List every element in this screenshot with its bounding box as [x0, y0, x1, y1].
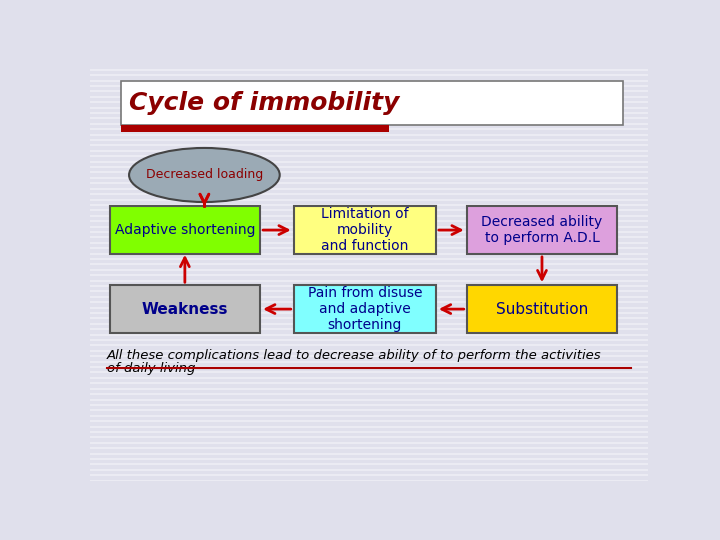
FancyBboxPatch shape: [109, 206, 260, 254]
Ellipse shape: [129, 148, 279, 202]
Text: Decreased ability
to perform A.D.L: Decreased ability to perform A.D.L: [482, 215, 603, 245]
Text: Limitation of
mobility
and function: Limitation of mobility and function: [321, 207, 409, 253]
FancyBboxPatch shape: [294, 285, 436, 333]
FancyBboxPatch shape: [467, 285, 617, 333]
Text: Adaptive shortening: Adaptive shortening: [114, 223, 255, 237]
FancyBboxPatch shape: [121, 82, 623, 125]
Text: Substitution: Substitution: [496, 301, 588, 316]
FancyBboxPatch shape: [467, 206, 617, 254]
FancyBboxPatch shape: [109, 285, 260, 333]
Text: Pain from disuse
and adaptive
shortening: Pain from disuse and adaptive shortening: [307, 286, 422, 332]
Text: of daily living: of daily living: [107, 362, 195, 375]
Text: Decreased loading: Decreased loading: [145, 168, 263, 181]
Text: All these complications lead to decrease ability of to perform the activities: All these complications lead to decrease…: [107, 349, 601, 362]
Bar: [121, 125, 389, 132]
FancyBboxPatch shape: [294, 206, 436, 254]
Text: Weakness: Weakness: [142, 301, 228, 316]
Text: Cycle of immobility: Cycle of immobility: [129, 91, 400, 115]
